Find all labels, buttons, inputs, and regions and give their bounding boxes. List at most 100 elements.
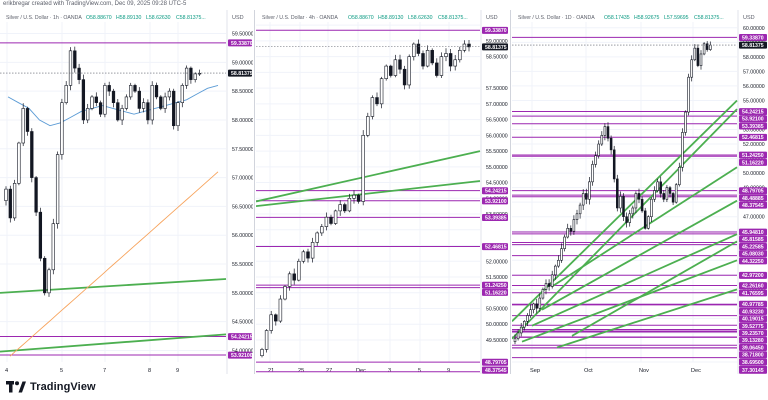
- price-label-text: 54.24215: [485, 189, 507, 195]
- price-label-badge: [739, 336, 767, 344]
- candle-body: [68, 50, 73, 86]
- y-tick-label: 55.00000: [232, 291, 253, 297]
- ohlc-h: H58.89130: [378, 15, 403, 21]
- candle-body: [38, 211, 43, 259]
- candle-body: [563, 236, 566, 249]
- candle-body: [301, 251, 306, 262]
- tradingview-logo[interactable]: TradingView: [6, 381, 96, 393]
- panel-divider[interactable]: [254, 10, 255, 374]
- candle-body: [17, 142, 21, 184]
- trend-line: [521, 259, 738, 343]
- candle-body: [581, 193, 585, 206]
- x-tick-label: 7: [103, 368, 106, 374]
- tradingview-logo-text: TradingView: [30, 381, 96, 393]
- chart-canvas-4h[interactable]: Silver / U.S. Dollar · 4h · OANDA O58.886…: [256, 10, 509, 374]
- candle-body: [547, 283, 551, 287]
- price-label-badge: [482, 288, 508, 296]
- trend-line: [256, 180, 481, 208]
- price-label-badge: [228, 69, 252, 77]
- panel-divider[interactable]: [510, 10, 511, 374]
- trend-line: [0, 278, 227, 294]
- symbol-title: Silver / U.S. Dollar · 1h · OANDA: [6, 15, 82, 21]
- price-label-badge: [482, 43, 508, 51]
- y-tick-label: 54.50000: [232, 320, 253, 326]
- y-tick-label: 58.50000: [232, 89, 253, 95]
- candle-body: [4, 188, 8, 201]
- price-label-badge: [739, 187, 767, 195]
- candle-body: [412, 43, 416, 57]
- candle-body: [439, 56, 444, 76]
- y-tick-label: 57.00000: [486, 102, 508, 108]
- chart-panel-1h[interactable]: Silver / U.S. Dollar · 1h · OANDA O58.886…: [0, 10, 253, 374]
- trend-line: [556, 288, 738, 349]
- candle-body: [578, 204, 582, 215]
- candle-body: [64, 85, 68, 103]
- y-tick-label: 50.50000: [486, 306, 508, 312]
- candle-body: [43, 257, 47, 294]
- ohlc-c: C58.81375...: [176, 15, 206, 21]
- top-bar: erikbregar created with TradingView.com,…: [0, 0, 768, 10]
- trend-line: [0, 333, 227, 353]
- price-label-badge: [482, 187, 508, 195]
- candle-body: [98, 102, 103, 115]
- price-label-badge: [739, 250, 767, 258]
- chart-canvas-1d[interactable]: Silver / U.S. Dollar · 1D · OANDA O58.174…: [512, 10, 768, 374]
- axis-unit-label: USD: [743, 15, 755, 21]
- price-label-text: 40.93230: [742, 309, 764, 315]
- price-label-badge: [739, 257, 767, 265]
- trend-line: [256, 150, 481, 203]
- price-label-text: 53.92100: [485, 199, 507, 205]
- price-label-text: 45.94810: [742, 230, 764, 236]
- price-label-text: 48.37545: [485, 368, 507, 374]
- candle-body: [541, 289, 545, 299]
- ohlc-h: H58.92675: [634, 15, 659, 21]
- candle-body: [86, 108, 90, 121]
- ohlc-o: O58.17435: [604, 15, 630, 21]
- candle-body: [529, 309, 532, 316]
- candle-body: [416, 43, 421, 54]
- y-tick-label: 52.00000: [743, 142, 765, 148]
- candle-body: [47, 269, 51, 294]
- candle-body: [21, 108, 25, 144]
- candle-body: [352, 194, 356, 199]
- price-label-text: 59.33870: [742, 35, 764, 41]
- price-label-text: 58.81375: [485, 45, 507, 51]
- candle-body: [671, 193, 675, 203]
- chart-canvas-1h[interactable]: Silver / U.S. Dollar · 1h · OANDA O58.886…: [0, 10, 253, 374]
- candle-body: [197, 72, 202, 75]
- candle-body: [292, 273, 296, 281]
- price-label-badge: [482, 366, 508, 374]
- candle-body: [585, 193, 588, 200]
- candle-body: [538, 297, 542, 309]
- price-label-text: 53.92100: [231, 353, 253, 359]
- x-tick-label: Nov: [639, 368, 649, 374]
- candle-body: [315, 232, 319, 243]
- y-tick-label: 52.00000: [486, 259, 508, 265]
- candle-body: [389, 65, 393, 76]
- candle-body: [684, 111, 687, 133]
- price-label-badge: [739, 308, 767, 316]
- price-label-badge: [739, 351, 767, 359]
- candle-body: [681, 132, 684, 168]
- y-tick-label: 50.00000: [486, 322, 508, 328]
- candle-body: [600, 135, 604, 145]
- price-label-text: 59.33870: [231, 41, 253, 47]
- candle-body: [560, 248, 563, 261]
- price-label-text: 45.81585: [742, 237, 764, 243]
- candle-body: [467, 43, 471, 48]
- candle-body: [361, 135, 365, 202]
- candle-body: [554, 265, 557, 276]
- chart-panel-4h[interactable]: Silver / U.S. Dollar · 4h · OANDA O58.886…: [256, 10, 509, 374]
- candle-body: [111, 90, 116, 103]
- y-tick-label: 57.00000: [743, 69, 765, 75]
- candle-body: [566, 228, 569, 238]
- chart-panel-1d[interactable]: Silver / U.S. Dollar · 1D · OANDA O58.174…: [512, 10, 768, 374]
- y-tick-label: 56.00000: [232, 233, 253, 239]
- candle-body: [310, 242, 315, 259]
- candle-body: [278, 298, 283, 322]
- price-label-text: 48.79705: [742, 189, 764, 195]
- price-label-text: 58.81375: [231, 71, 253, 77]
- candle-body: [594, 155, 597, 165]
- y-tick-label: 55.00000: [743, 98, 765, 104]
- candle-body: [569, 228, 573, 232]
